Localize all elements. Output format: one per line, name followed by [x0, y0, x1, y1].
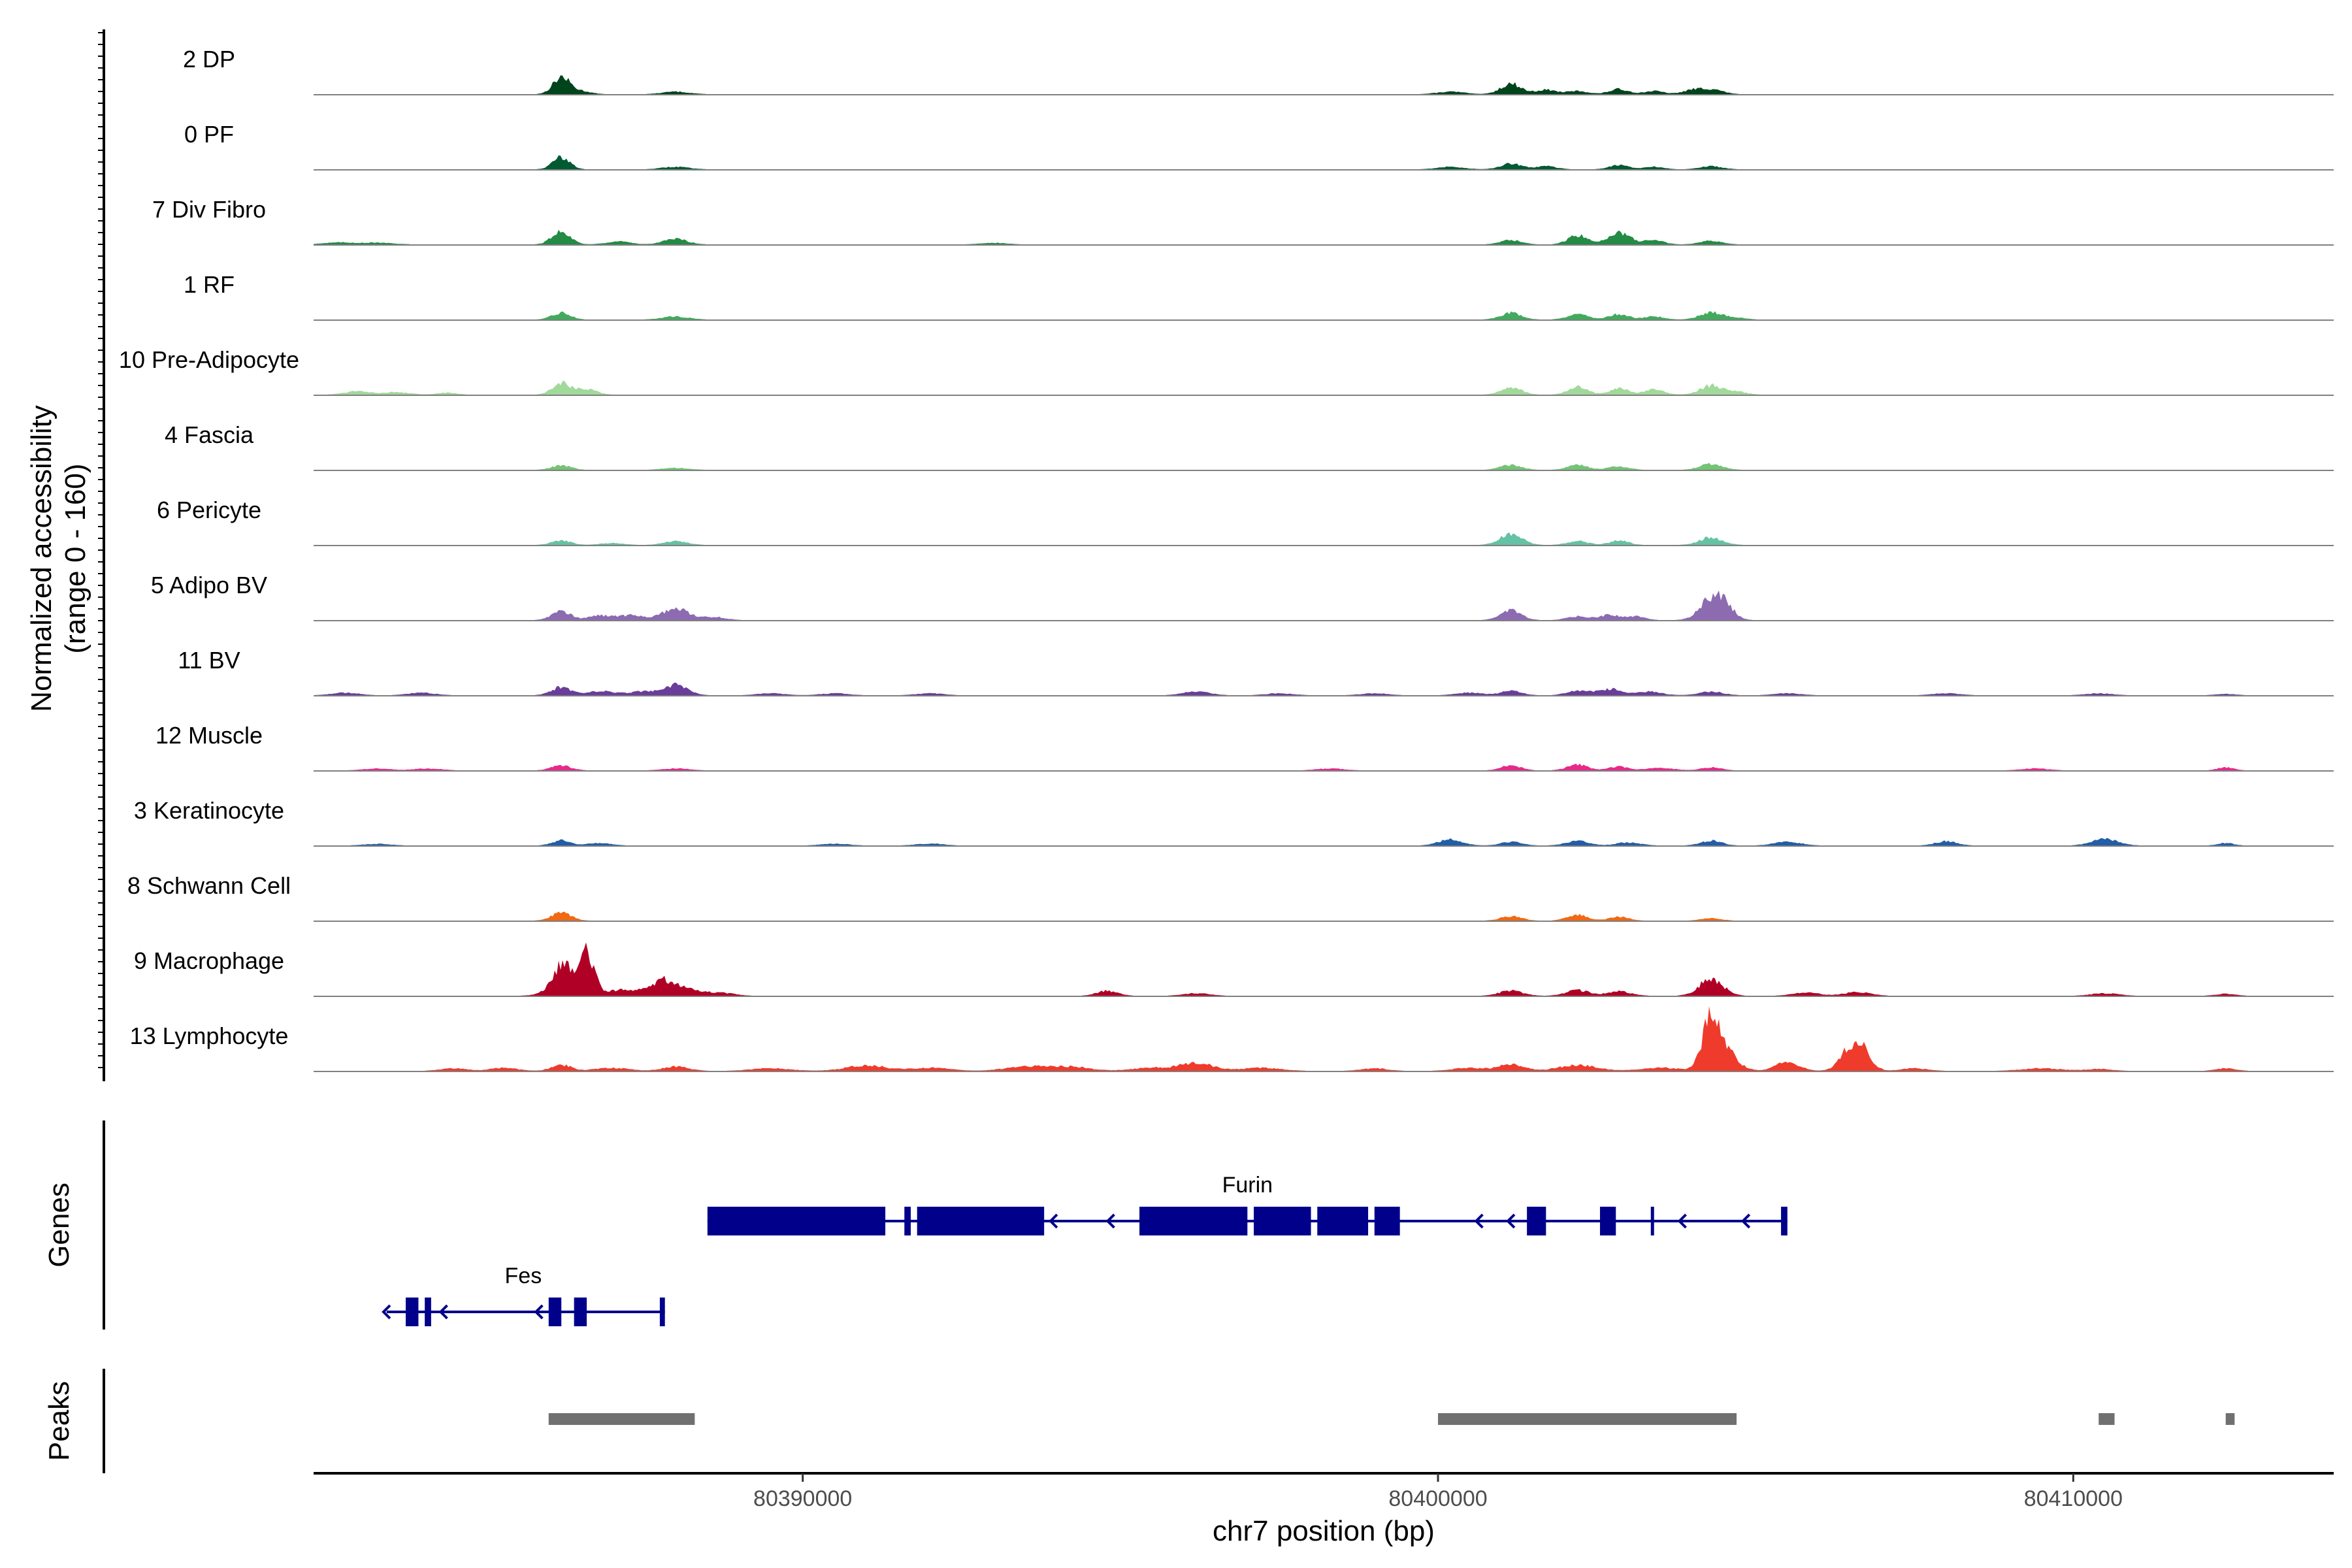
genes-panel-title: Genes	[43, 1183, 75, 1267]
gene-exon	[659, 1298, 665, 1326]
strand-arrow	[382, 1304, 391, 1320]
strand-arrow	[534, 1304, 544, 1320]
gene-exon	[1317, 1207, 1369, 1235]
strand-arrow	[1740, 1213, 1751, 1229]
gene-exon	[707, 1207, 886, 1235]
gene-exon	[1650, 1207, 1654, 1235]
peak-region	[2099, 1413, 2115, 1425]
track-2-dp: 2 DP	[183, 46, 2334, 95]
track-label: 12 Muscle	[155, 722, 263, 749]
strand-arrow	[1105, 1213, 1115, 1229]
track-6-pericyte: 6 Pericyte	[157, 497, 2334, 546]
x-axis-title: chr7 position (bp)	[1213, 1515, 1435, 1547]
gene-exon	[1527, 1207, 1546, 1235]
track-10-pre-adipocyte: 10 Pre-Adipocyte	[119, 346, 2334, 396]
strand-arrow	[438, 1304, 448, 1320]
track-12-muscle: 12 Muscle	[155, 722, 2334, 772]
peak-region	[2225, 1413, 2235, 1425]
peak-region	[1438, 1413, 1737, 1425]
gene-name-label: Furin	[1222, 1173, 1273, 1198]
gene-name-label: Fes	[505, 1264, 542, 1288]
track-label: 9 Macrophage	[134, 947, 284, 974]
track-label: 10 Pre-Adipocyte	[119, 346, 299, 373]
gene-exon	[1781, 1207, 1788, 1235]
track-label: 7 Div Fibro	[152, 196, 266, 223]
track-8-schwann-cell: 8 Schwann Cell	[127, 872, 2334, 922]
track-label: 5 Adipo BV	[151, 572, 267, 598]
track-label: 0 PF	[184, 121, 234, 148]
track-4-fascia: 4 Fascia	[165, 421, 2334, 471]
strand-arrow	[1474, 1213, 1484, 1229]
track-label: 6 Pericyte	[157, 497, 261, 523]
track-signal-area	[314, 838, 2334, 846]
gene-furin: Furin	[707, 1173, 1788, 1235]
track-label: 1 RF	[184, 271, 235, 298]
gene-exon	[1254, 1207, 1311, 1235]
peaks-panel-title: Peaks	[43, 1381, 75, 1461]
x-axis-tick-label: 80410000	[2024, 1486, 2123, 1511]
gene-exon	[548, 1298, 562, 1326]
gene-annotations: Fes Furin	[382, 1173, 1788, 1326]
gene-exon	[574, 1298, 587, 1326]
track-11-bv: 11 BV	[178, 647, 2334, 696]
gene-exon	[917, 1207, 1045, 1235]
strand-arrow	[1049, 1213, 1058, 1229]
gene-exon	[904, 1207, 911, 1235]
gene-fes: Fes	[382, 1264, 665, 1326]
track-label: 4 Fascia	[165, 421, 254, 448]
track-label: 3 Keratinocyte	[134, 797, 284, 824]
gene-exon	[405, 1298, 419, 1326]
peak-regions	[548, 1413, 2235, 1425]
track-13-lymphocyte: 13 Lymphocyte	[130, 1006, 2334, 1072]
coverage-y-axis-ticks	[98, 32, 104, 1068]
x-axis-tick-label: 80400000	[1388, 1486, 1487, 1511]
x-axis-tick-label: 80390000	[753, 1486, 852, 1511]
gene-exon	[1374, 1207, 1400, 1235]
strand-arrow	[1506, 1213, 1516, 1229]
x-axis-ticks: 80390000 80400000 80410000	[753, 1473, 2123, 1511]
gene-exon	[1599, 1207, 1616, 1235]
track-7-div-fibro: 7 Div Fibro	[152, 196, 2334, 246]
coverage-y-axis-range: (range 0 - 160)	[59, 463, 91, 653]
track-0-pf: 0 PF	[184, 121, 2334, 171]
track-3-keratinocyte: 3 Keratinocyte	[134, 797, 2334, 847]
track-label: 11 BV	[178, 647, 240, 674]
track-label: 2 DP	[183, 46, 235, 73]
track-signal-area	[314, 763, 2334, 771]
track-1-rf: 1 RF	[184, 271, 2334, 321]
gene-exon	[425, 1298, 431, 1326]
track-9-macrophage: 9 Macrophage	[134, 942, 2334, 997]
coverage-y-axis-title: Normalized accessibility	[25, 405, 57, 711]
strand-arrow	[1677, 1213, 1687, 1229]
peak-region	[548, 1413, 695, 1425]
track-label: 13 Lymphocyte	[130, 1022, 289, 1049]
coverage-tracks: 2 DP 0 PF 7 Div Fibro 1 RF 10 Pre-Adipocyte 4…	[119, 46, 2334, 1072]
gene-exon	[1139, 1207, 1248, 1235]
track-5-adipo-bv: 5 Adipo BV	[151, 572, 2334, 621]
track-label: 8 Schwann Cell	[127, 872, 291, 899]
